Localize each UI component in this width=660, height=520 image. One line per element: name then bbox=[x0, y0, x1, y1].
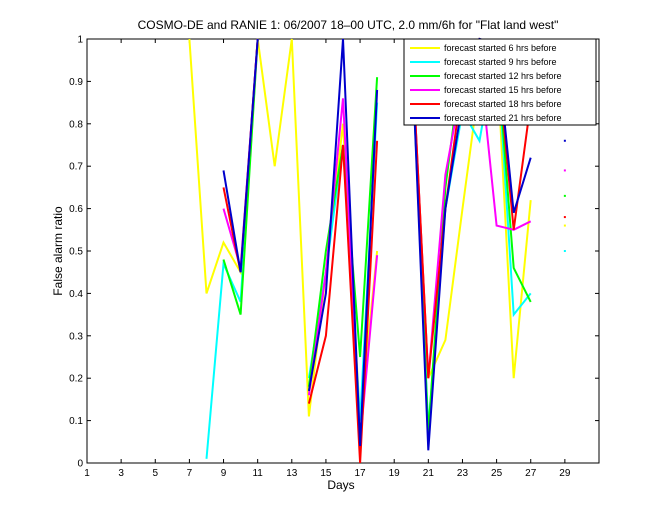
y-tick-label: 0.3 bbox=[69, 331, 83, 342]
x-tick-label: 13 bbox=[286, 468, 298, 479]
y-tick-label: 0.2 bbox=[69, 374, 83, 385]
x-tick-label: 23 bbox=[457, 468, 469, 479]
x-tick-label: 19 bbox=[389, 468, 401, 479]
legend-label: forecast started 21 hrs before bbox=[444, 113, 562, 123]
x-tick-label: 27 bbox=[525, 468, 537, 479]
x-tick-label: 9 bbox=[221, 468, 227, 479]
x-tick-label: 21 bbox=[423, 468, 435, 479]
x-tick-label: 15 bbox=[320, 468, 332, 479]
y-tick-label: 0.8 bbox=[69, 119, 83, 130]
series-line bbox=[410, 38, 532, 379]
x-tick-label: 25 bbox=[491, 468, 503, 479]
legend-label: forecast started 18 hrs before bbox=[444, 99, 562, 109]
x-tick-label: 11 bbox=[252, 468, 263, 479]
series-line bbox=[307, 38, 379, 447]
x-axis-ticks: 1 3 5 7 9 11 13 15 17 19 21 23 25 27 29 bbox=[84, 39, 571, 479]
series-lines bbox=[188, 37, 566, 464]
x-tick-label: 3 bbox=[118, 468, 124, 479]
x-tick-label: 17 bbox=[355, 468, 367, 479]
series-line bbox=[222, 38, 259, 315]
series-line bbox=[222, 38, 259, 273]
y-tick-label: 0.7 bbox=[69, 162, 83, 173]
x-axis-label: Days bbox=[327, 478, 354, 492]
legend-label: forecast started 12 hrs before bbox=[444, 71, 562, 81]
y-tick-label: 0.1 bbox=[69, 416, 83, 427]
y-axis-ticks: 0 0.1 0.2 0.3 0.4 0.5 0.6 0.7 0.8 0.9 1 bbox=[69, 35, 599, 470]
legend-label: forecast started 6 hrs before bbox=[444, 43, 557, 53]
series-line bbox=[307, 98, 379, 442]
y-axis-label: False alarm ratio bbox=[51, 206, 65, 296]
y-tick-label: 0 bbox=[77, 459, 83, 470]
y-tick-label: 0.9 bbox=[69, 77, 83, 88]
x-tick-label: 29 bbox=[559, 468, 571, 479]
legend-box bbox=[403, 38, 597, 126]
series-line bbox=[307, 140, 379, 464]
legend: forecast started 6 hrs before forecast st… bbox=[403, 38, 597, 126]
x-tick-label: 1 bbox=[84, 468, 90, 479]
legend-label: forecast started 15 hrs before bbox=[444, 85, 562, 95]
x-tick-label: 7 bbox=[187, 468, 193, 479]
chart-title: COSMO-DE and RANIE 1: 06/2007 18–00 UTC,… bbox=[138, 18, 559, 32]
y-tick-label: 0.4 bbox=[69, 289, 83, 300]
x-tick-label: 5 bbox=[152, 468, 158, 479]
y-tick-label: 1 bbox=[77, 35, 83, 46]
y-tick-label: 0.6 bbox=[69, 204, 83, 215]
y-tick-label: 0.5 bbox=[69, 247, 83, 258]
legend-label: forecast started 9 hrs before bbox=[444, 57, 557, 67]
